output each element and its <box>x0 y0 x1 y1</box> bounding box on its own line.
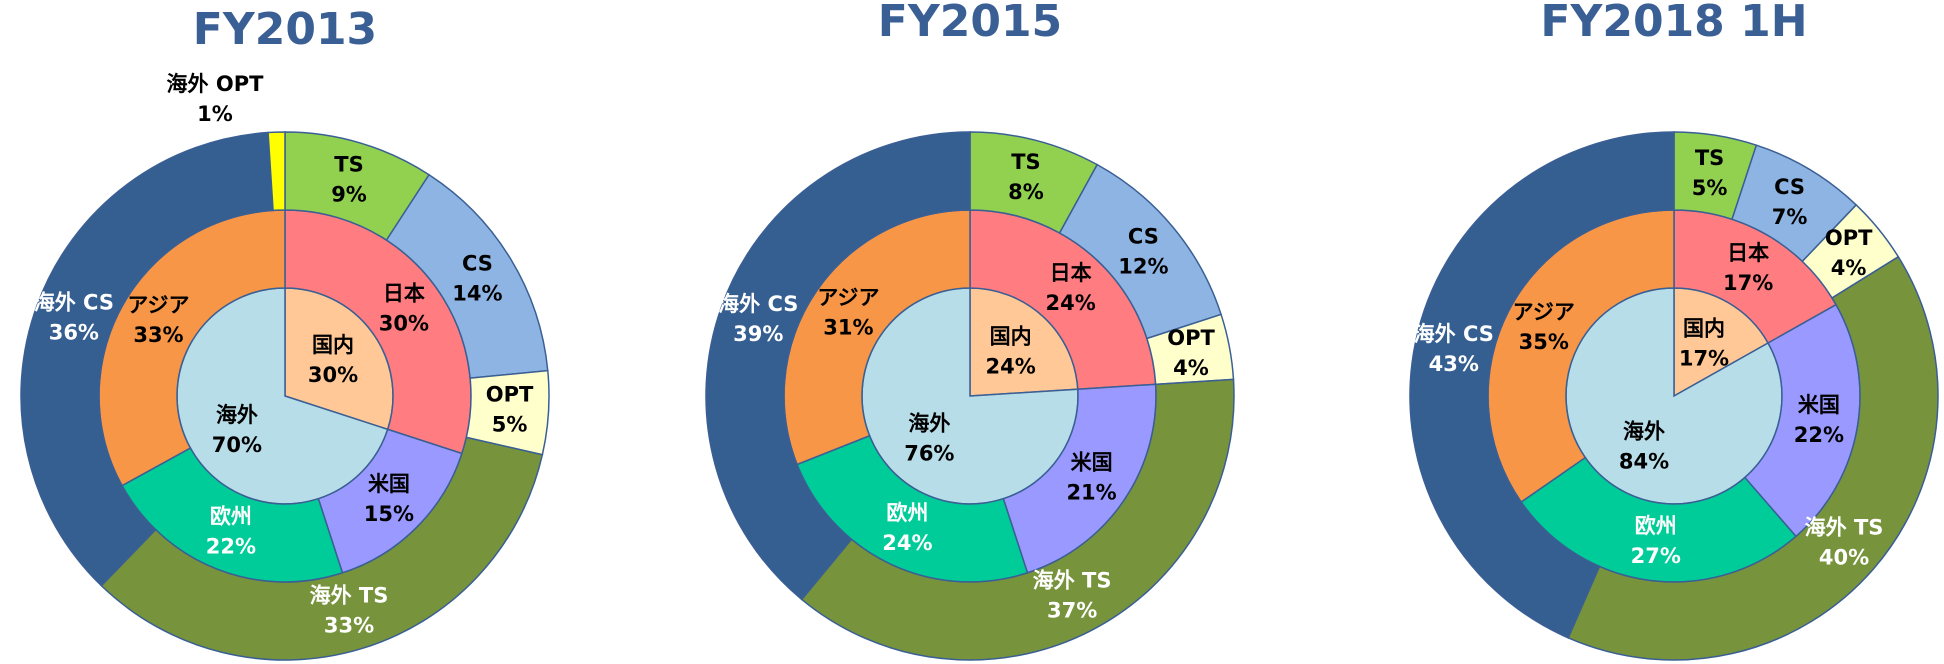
donut-slice <box>800 378 1235 661</box>
slice-value: 4% <box>1173 356 1209 380</box>
slice-name: 海外 TS <box>310 584 389 608</box>
slice-name: 米国 <box>1798 393 1840 417</box>
slice-name: 米国 <box>368 472 410 496</box>
slice-value: 4% <box>1831 256 1867 280</box>
slice-name: 海外 CS <box>34 290 114 314</box>
donut-slice <box>20 131 274 587</box>
slice-name: 欧州 <box>210 505 252 529</box>
slice-value: 37% <box>1047 598 1097 622</box>
slice-name: 海外 TS <box>1805 515 1884 539</box>
slice-value: 22% <box>206 535 256 559</box>
slice-name: 欧州 <box>1635 514 1677 538</box>
slice-value: 33% <box>324 614 374 638</box>
slice-value: 33% <box>133 323 183 347</box>
slice-value: 17% <box>1679 347 1729 371</box>
chart-title: FY2018 1H <box>1540 0 1807 47</box>
slice-value: 24% <box>986 355 1036 379</box>
slice-name: CS <box>1128 225 1159 249</box>
slice-name: アジア <box>127 293 189 317</box>
slice-name: TS <box>334 152 363 176</box>
slice-value: 84% <box>1619 449 1669 473</box>
slice-value: 30% <box>379 312 429 336</box>
slice-name: TS <box>1011 150 1040 174</box>
slice-name: TS <box>1695 146 1724 170</box>
slice-value: 15% <box>364 502 414 526</box>
slice-name: 海外 <box>908 411 950 435</box>
donut-slice <box>267 131 286 212</box>
slice-name: 国内 <box>990 325 1032 349</box>
slice-name: 日本 <box>383 282 425 306</box>
donut-slice <box>705 131 971 601</box>
slice-value: 76% <box>904 441 954 465</box>
slice-name: 国内 <box>312 333 354 357</box>
slice-value: 12% <box>1118 255 1168 279</box>
slice-name: 海外 <box>216 403 258 427</box>
slice-name: OPT <box>486 382 534 406</box>
slice-value: 31% <box>823 315 873 339</box>
donut-slice <box>1567 255 1939 661</box>
slice-name: 海外 OPT <box>167 72 265 96</box>
chart-title: FY2015 <box>878 0 1062 47</box>
slice-name: 欧州 <box>886 501 928 525</box>
slice-value: 24% <box>882 531 932 555</box>
donut-slice <box>100 436 544 661</box>
slice-value: 9% <box>331 182 367 206</box>
slice-value: 24% <box>1045 291 1095 315</box>
slice-value: 1% <box>197 102 233 126</box>
slice-name: 日本 <box>1050 261 1092 285</box>
slice-name: アジア <box>817 285 879 309</box>
slice-name: 国内 <box>1683 317 1725 341</box>
slice-name: 海外 CS <box>718 292 798 316</box>
slice-name: CS <box>462 251 493 275</box>
slice-value: 5% <box>1692 176 1728 200</box>
slice-name: CS <box>1774 175 1805 199</box>
slice-name: OPT <box>1825 226 1873 250</box>
slice-value: 22% <box>1794 423 1844 447</box>
slice-value: 39% <box>733 322 783 346</box>
donut-slice <box>1409 131 1675 639</box>
slice-value: 17% <box>1723 271 1773 295</box>
slice-name: 米国 <box>1071 451 1113 475</box>
chart-title: FY2013 <box>193 4 377 55</box>
slice-value: 36% <box>49 320 99 344</box>
slice-value: 27% <box>1631 544 1681 568</box>
slice-name: 海外 TS <box>1033 568 1112 592</box>
slice-name: OPT <box>1167 326 1215 350</box>
slice-value: 8% <box>1008 180 1044 204</box>
slice-value: 14% <box>452 281 502 305</box>
slice-value: 70% <box>212 433 262 457</box>
slice-value: 5% <box>492 412 528 436</box>
slice-name: 海外 CS <box>1414 322 1494 346</box>
slice-value: 30% <box>308 363 358 387</box>
slice-name: 日本 <box>1727 241 1769 265</box>
slice-name: 海外 <box>1623 419 1665 443</box>
slice-value: 43% <box>1429 352 1479 376</box>
slice-value: 35% <box>1519 330 1569 354</box>
slice-value: 7% <box>1772 205 1808 229</box>
slice-name: アジア <box>1513 300 1575 324</box>
slice-value: 40% <box>1819 545 1869 569</box>
slice-value: 21% <box>1066 481 1116 505</box>
